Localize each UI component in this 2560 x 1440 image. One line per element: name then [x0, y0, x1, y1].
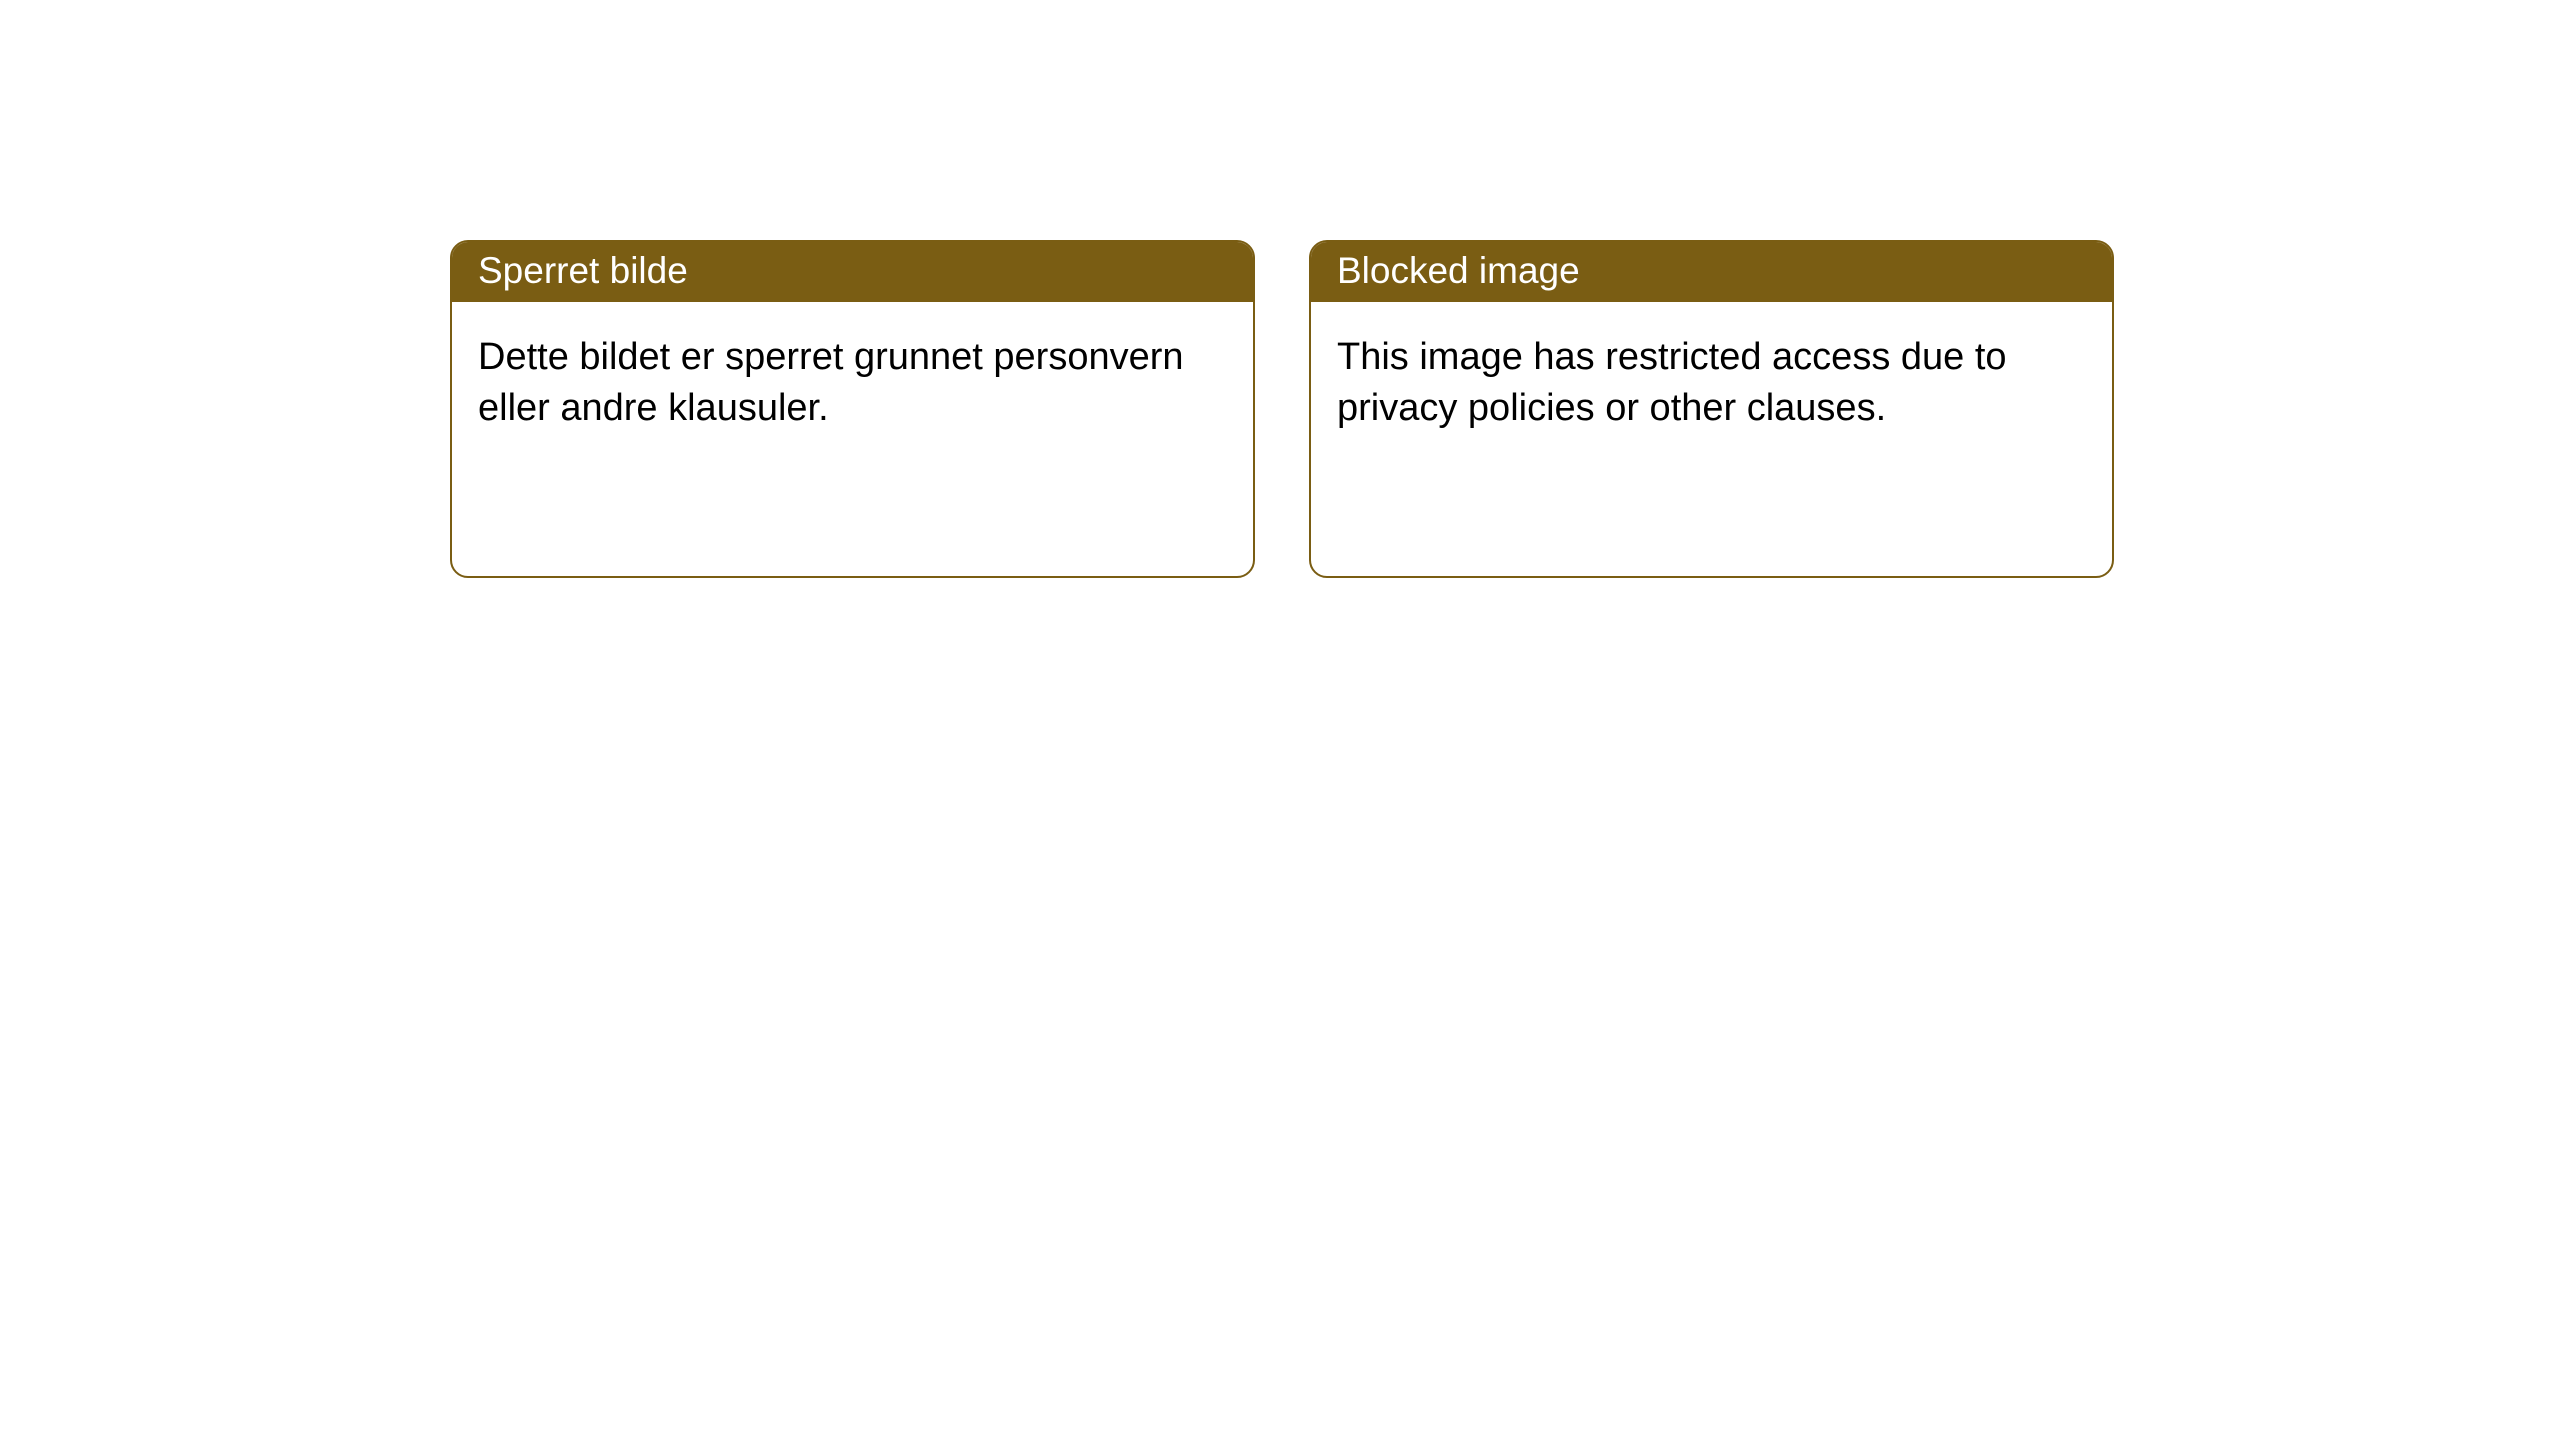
card-body-norwegian: Dette bildet er sperret grunnet personve…	[452, 302, 1253, 464]
card-header-english: Blocked image	[1311, 242, 2112, 302]
card-header-norwegian: Sperret bilde	[452, 242, 1253, 302]
notice-cards-container: Sperret bilde Dette bildet er sperret gr…	[0, 0, 2560, 578]
card-body-english: This image has restricted access due to …	[1311, 302, 2112, 464]
notice-card-english: Blocked image This image has restricted …	[1309, 240, 2114, 578]
notice-card-norwegian: Sperret bilde Dette bildet er sperret gr…	[450, 240, 1255, 578]
